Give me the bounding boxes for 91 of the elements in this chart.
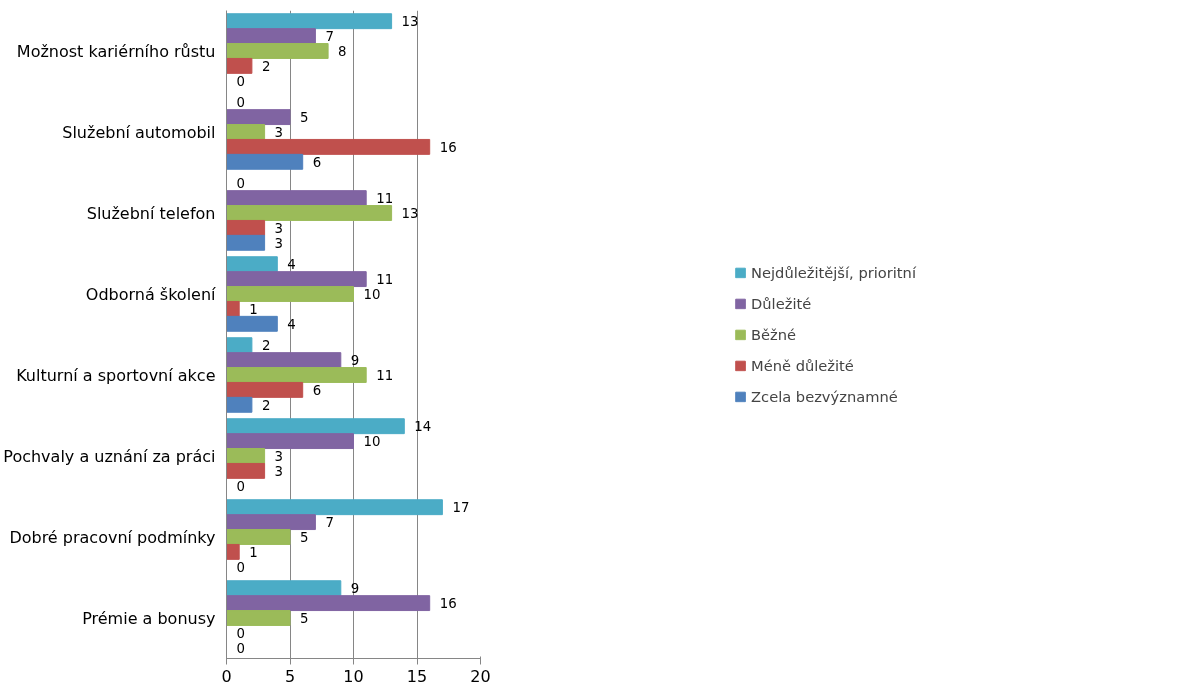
- bar: [226, 396, 253, 413]
- legend-label: Důležité: [751, 294, 812, 312]
- bar: [226, 462, 266, 479]
- data-label: 17: [452, 500, 470, 516]
- data-label: 0: [236, 478, 245, 494]
- data-label: 0: [236, 640, 245, 656]
- bar: [226, 433, 354, 450]
- data-label: 14: [414, 419, 432, 435]
- data-label: 3: [274, 235, 284, 251]
- data-label: 6: [312, 154, 322, 170]
- x-tick-label: 20: [470, 666, 491, 686]
- data-label: 0: [236, 176, 245, 192]
- bar: [226, 448, 266, 464]
- bar: [226, 352, 342, 369]
- bar: [226, 13, 393, 30]
- bar: [226, 43, 329, 59]
- bar: [226, 138, 431, 155]
- bar: [226, 337, 253, 354]
- bar: [226, 219, 266, 236]
- data-label: 11: [376, 368, 394, 383]
- x-tick-label: 0: [221, 666, 232, 686]
- bar: [226, 28, 316, 45]
- bar: [226, 124, 266, 140]
- data-label: 9: [350, 581, 360, 597]
- bar: [226, 610, 291, 626]
- data-label: 10: [363, 287, 381, 302]
- data-label: 5: [300, 611, 309, 626]
- bar: [226, 418, 405, 435]
- bar: [226, 595, 431, 612]
- data-label: 8: [338, 44, 347, 59]
- data-label: 1: [249, 301, 258, 317]
- data-label: 11: [376, 191, 394, 207]
- bar: [226, 543, 240, 560]
- bar: [226, 367, 367, 383]
- bar: [226, 499, 443, 516]
- data-label: 0: [236, 559, 245, 575]
- bar: [226, 205, 393, 221]
- bar: [226, 286, 354, 302]
- data-label: 16: [439, 139, 457, 155]
- y-tick-label: Prémie a bonusy: [82, 608, 216, 628]
- y-tick-label: Pochvaly a uznání za práci: [3, 446, 216, 466]
- legend-label: Běžné: [751, 325, 797, 343]
- y-tick-label: Dobré pracovní podmínky: [9, 527, 216, 547]
- legend-label: Méně důležité: [751, 356, 854, 374]
- data-label: 4: [287, 257, 296, 273]
- data-label: 1: [249, 544, 258, 560]
- data-label: 4: [287, 316, 296, 332]
- data-label: 9: [350, 353, 360, 369]
- data-label: 7: [325, 515, 334, 531]
- bar: [226, 153, 304, 170]
- data-label: 16: [439, 596, 457, 612]
- bar: [226, 190, 367, 207]
- bar: [226, 580, 342, 597]
- data-label: 2: [261, 338, 271, 354]
- data-label: 0: [236, 73, 245, 89]
- x-tick-label: 10: [343, 666, 364, 686]
- data-label: 13: [401, 206, 419, 221]
- y-tick-label: Odborná školení: [85, 284, 217, 304]
- bar: [226, 271, 367, 288]
- bar: [226, 234, 266, 251]
- x-tick-label: 5: [284, 666, 296, 686]
- data-label: 0: [236, 625, 245, 641]
- data-label: 2: [261, 397, 271, 413]
- bar: [226, 315, 278, 332]
- data-label: 5: [300, 110, 309, 126]
- data-label: 7: [325, 29, 334, 45]
- data-label: 10: [363, 434, 381, 450]
- data-label: 13: [401, 14, 419, 30]
- bar: [226, 381, 304, 398]
- data-label: 3: [274, 220, 284, 236]
- data-label: 0: [236, 95, 245, 111]
- bar: [226, 529, 291, 545]
- y-tick-label: Služební telefon: [86, 203, 216, 223]
- data-label: 2: [261, 58, 271, 74]
- data-label: 5: [300, 530, 309, 545]
- data-label: 3: [274, 125, 284, 140]
- data-label: 3: [274, 449, 284, 464]
- legend-label: Zcela bezvýznamné: [751, 387, 898, 405]
- bar: [226, 57, 253, 74]
- x-tick-label: 15: [406, 666, 428, 686]
- bar: [226, 109, 291, 126]
- data-label: 3: [274, 463, 284, 479]
- bar: [226, 256, 278, 273]
- y-tick-label: Kulturní a sportovní akce: [16, 365, 216, 385]
- bar: [226, 514, 316, 531]
- bar: [226, 300, 240, 317]
- y-tick-label: Služební automobil: [62, 122, 216, 142]
- legend-label: Nejdůležitější, prioritní: [751, 263, 916, 281]
- y-tick-label: Možnost kariérního růstu: [16, 41, 216, 61]
- data-label: 6: [312, 382, 322, 398]
- data-label: 11: [376, 272, 394, 288]
